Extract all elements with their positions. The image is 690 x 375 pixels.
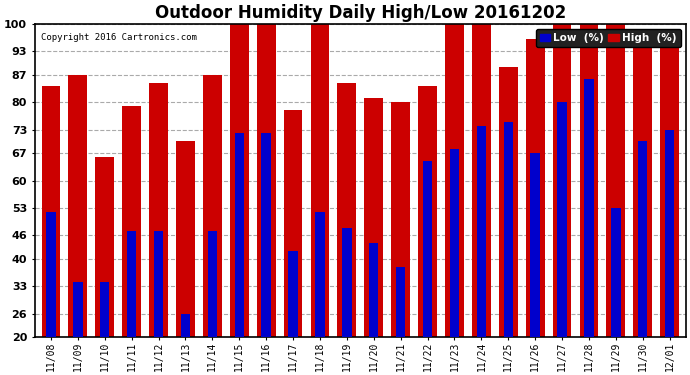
Bar xyxy=(337,82,356,337)
Bar xyxy=(73,282,83,337)
Bar xyxy=(41,86,60,337)
Bar xyxy=(262,134,271,337)
Bar xyxy=(208,231,217,337)
Bar xyxy=(558,102,566,337)
Bar xyxy=(504,122,513,337)
Bar xyxy=(181,314,190,337)
Bar xyxy=(607,24,625,337)
Text: Copyright 2016 Cartronics.com: Copyright 2016 Cartronics.com xyxy=(41,33,197,42)
Bar xyxy=(477,126,486,337)
Bar xyxy=(665,129,674,337)
Bar xyxy=(100,282,110,337)
Bar xyxy=(46,212,56,337)
Legend: Low  (%), High  (%): Low (%), High (%) xyxy=(536,29,680,47)
Bar xyxy=(149,82,168,337)
Bar xyxy=(638,141,647,337)
Title: Outdoor Humidity Daily High/Low 20161202: Outdoor Humidity Daily High/Low 20161202 xyxy=(155,4,566,22)
Bar xyxy=(284,110,302,337)
Bar xyxy=(369,243,379,337)
Bar xyxy=(660,36,679,337)
Bar xyxy=(122,106,141,337)
Bar xyxy=(203,75,221,337)
Bar xyxy=(235,134,244,337)
Bar xyxy=(423,161,432,337)
Bar xyxy=(310,24,329,337)
Bar xyxy=(526,39,544,337)
Bar xyxy=(257,24,275,337)
Bar xyxy=(611,208,620,337)
Bar xyxy=(633,36,652,337)
Bar xyxy=(499,67,518,337)
Bar xyxy=(127,231,137,337)
Bar xyxy=(176,141,195,337)
Bar xyxy=(315,212,325,337)
Bar xyxy=(364,98,383,337)
Bar xyxy=(288,251,298,337)
Bar xyxy=(154,231,164,337)
Bar xyxy=(396,267,406,337)
Bar xyxy=(68,75,87,337)
Bar xyxy=(391,102,410,337)
Bar xyxy=(584,79,593,337)
Bar xyxy=(472,24,491,337)
Bar xyxy=(580,24,598,337)
Bar xyxy=(445,24,464,337)
Bar xyxy=(342,228,352,337)
Bar xyxy=(450,149,459,337)
Bar xyxy=(553,24,571,337)
Bar xyxy=(95,157,114,337)
Bar xyxy=(418,86,437,337)
Bar xyxy=(531,153,540,337)
Bar xyxy=(230,24,248,337)
